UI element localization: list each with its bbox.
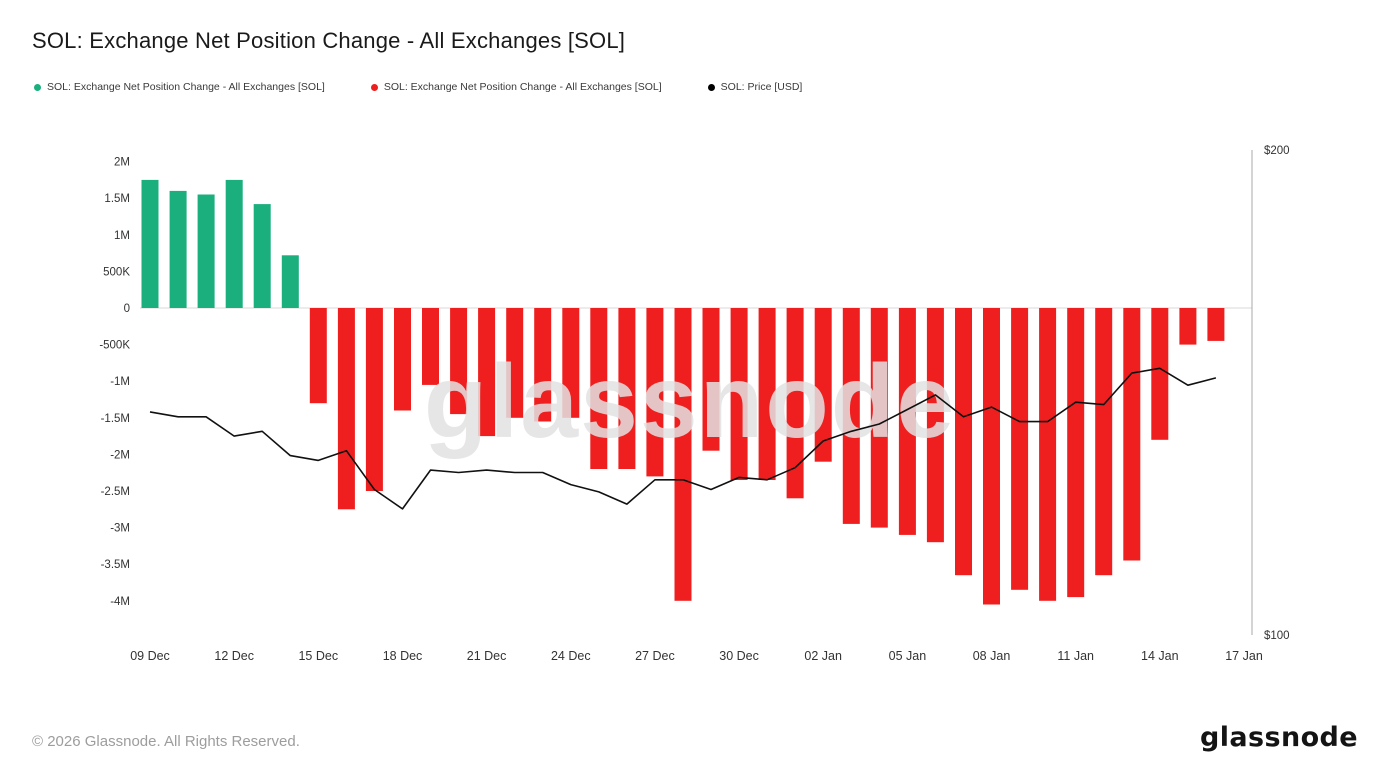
y-axis-tick-label: 0 [124,303,130,315]
legend-item-net-position-positive[interactable]: SOL: Exchange Net Position Change - All … [34,81,325,93]
bar-22 Dec [506,308,524,418]
bar-15 Dec [309,308,327,404]
bar-15 Jan [1179,308,1197,345]
x-axis-tick-label: 30 Dec [719,649,759,663]
legend-label: SOL: Exchange Net Position Change - All … [47,81,325,93]
bar-10 Jan [1039,308,1057,601]
bar-23 Dec [534,308,552,422]
glassnode-watermark: glassnode [424,344,956,460]
bar-12 Jan [1095,308,1113,576]
red-dot-icon [370,83,378,91]
green-dot-icon [34,83,41,91]
y-axis-tick-label: -3M [110,523,130,535]
bar-02 Jan [814,308,832,462]
y-axis-tick-label: -2M [110,449,130,461]
x-axis-tick-label: 27 Dec [635,649,675,663]
x-axis-tick-label: 17 Jan [1225,649,1263,663]
x-axis-tick-label: 24 Dec [551,649,591,663]
bar-26 Dec [618,308,636,469]
bar-01 Jan [786,308,804,499]
bar-06 Jan [926,308,944,543]
legend: SOL: Exchange Net Position Change - All … [34,81,802,93]
x-axis-tick-label: 08 Jan [973,649,1011,663]
y-axis-tick-label: -500K [99,340,130,352]
bar-21 Dec [478,308,496,437]
bar-31 Dec [758,308,776,480]
y-axis-tick-label: -1M [110,376,130,388]
bar-05 Jan [898,308,916,535]
right-axis-tick-label: $100 [1264,630,1290,642]
bar-04 Jan [870,308,888,528]
bar-30 Dec [730,308,748,480]
bar-14 Jan [1151,308,1169,440]
x-axis-tick-label: 14 Jan [1141,649,1179,663]
bar-07 Jan [955,308,972,576]
legend-label: SOL: Price [USD] [720,81,803,93]
bar-19 Dec [422,308,439,385]
price-line [149,367,1217,510]
page-title: SOL: Exchange Net Position Change - All … [32,28,626,53]
bar-18 Dec [394,308,411,411]
y-axis-tick-label: 1.5M [104,193,130,205]
bar-13 Dec [253,204,271,308]
x-axis-tick-label: 09 Dec [130,649,170,663]
bar-28 Dec [674,308,692,601]
bar-08 Jan [983,308,1000,605]
bar-11 Jan [1067,308,1085,598]
bar-16 Dec [337,308,355,510]
y-axis-tick-label: -2.5M [101,486,130,498]
bar-14 Dec [281,255,299,308]
bar-12 Dec [225,179,243,308]
bar-03 Jan [842,308,860,524]
bar-11 Dec [197,194,215,308]
bar-25 Dec [590,308,608,469]
y-axis-tick-label: -3.5M [101,559,130,571]
legend-item-net-position-negative[interactable]: SOL: Exchange Net Position Change - All … [370,81,662,93]
right-axis-tick-label: $200 [1264,145,1290,157]
y-axis-tick-label: -4M [110,596,130,608]
x-axis-tick-label: 11 Jan [1057,649,1094,663]
x-axis-tick-label: 15 Dec [298,649,338,663]
bar-10 Dec [169,190,187,308]
bar-29 Dec [702,308,720,451]
legend-item-price[interactable]: SOL: Price [USD] [707,81,803,93]
glassnode-logo[interactable]: glassnode [1200,722,1358,753]
bar-16 Jan [1207,308,1225,341]
x-axis-tick-label: 05 Jan [889,649,927,663]
x-axis-tick-label: 18 Dec [383,649,423,663]
bar-24 Dec [562,308,580,418]
bar-17 Dec [365,308,383,491]
y-axis-tick-label: 500K [103,266,130,278]
x-axis-tick-label: 02 Jan [804,649,842,663]
y-axis-tick-label: 2M [114,157,130,169]
y-axis-tick-label: -1.5M [101,413,130,425]
black-dot-icon [707,83,715,91]
x-axis-tick-label: 21 Dec [467,649,507,663]
x-axis-tick-label: 12 Dec [214,649,254,663]
legend-label: SOL: Exchange Net Position Change - All … [383,81,662,93]
copyright-text: © 2026 Glassnode. All Rights Reserved. [32,733,300,750]
bar-20 Dec [450,308,468,415]
y-axis-tick-label: 1M [114,230,130,242]
bar-27 Dec [646,308,664,477]
bar-09 Jan [1011,308,1029,590]
bar-13 Jan [1123,308,1141,561]
bar-09 Dec [141,179,159,308]
